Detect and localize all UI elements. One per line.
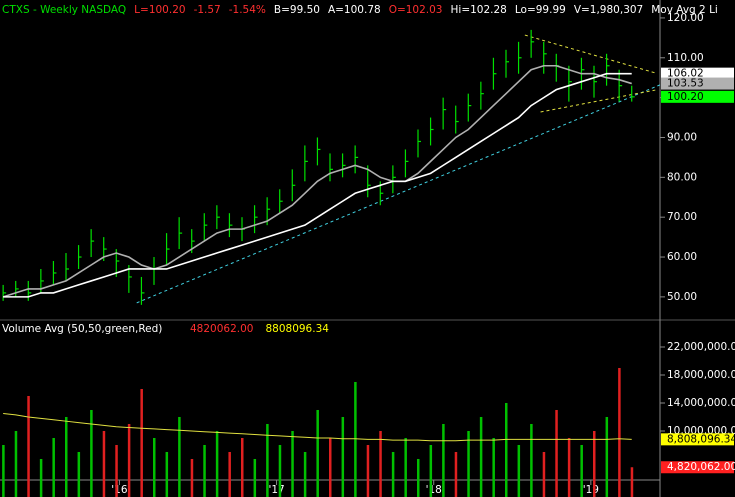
x-tick-label: '16 [111,484,128,496]
trendline [540,89,656,113]
volume-bar [52,437,55,497]
volume-bar [329,437,332,497]
volume-bar [391,451,395,497]
volume-bar [530,423,533,497]
y-tick-label: 70.00 [667,211,697,223]
volume-bar [215,430,219,497]
volume-bar [404,437,407,497]
header-text: Hi=102.28 [451,4,507,16]
volume-bar [241,437,244,497]
volume-bar [228,451,231,497]
header-text: A=100.78 [328,4,381,16]
volume-bar [77,451,81,497]
volume-bar [605,416,609,497]
volume-bar [253,458,257,497]
volume-bar [593,430,596,497]
volume-bar [303,451,307,497]
volume-bar [580,444,583,497]
moving-average [2,64,632,298]
volume-bar [555,409,558,497]
volume-bar [2,444,5,497]
header-text: -1.57 [194,4,221,16]
header-text: V=1,980,307 [574,4,643,16]
volume-bar [467,430,470,497]
volume-bar [14,430,18,497]
volume-bar [90,409,93,497]
price-tag-label: 100.20 [667,91,704,103]
volume-bar [479,416,483,497]
header-text: -1.54% [229,4,266,16]
volume-bar [417,458,420,497]
volume-bar [291,430,294,497]
volume-bar [630,467,634,497]
y-tick-label: 50.00 [667,291,697,303]
volume-bar [354,381,357,497]
volume-bar [517,444,521,497]
moving-average [3,72,632,298]
volume-bar [127,423,131,497]
volume-bar [316,409,319,497]
y-tick-label: 14,000,000.00 [667,397,735,409]
x-tick-label: '18 [426,484,442,496]
volume-bar [39,458,43,497]
volume-legend: 8808096.34 [265,323,329,335]
price-tag [661,433,734,446]
header-text: O=102.03 [389,4,443,16]
volume-bar [278,444,282,497]
volume-average [3,412,632,442]
header-text: B=99.50 [274,4,320,16]
volume-bar [442,423,445,497]
volume-bar [65,416,68,497]
volume-bar [618,367,621,497]
price-tag [661,77,734,90]
volume-bar [505,402,508,497]
volume-bar [492,437,495,497]
volume-bar [203,444,206,497]
price-tag-label: 106.02 [667,68,704,80]
y-tick-label: 110.00 [667,52,704,64]
trendline [524,34,656,74]
y-tick-label: 90.00 [667,131,697,143]
trendline [136,84,661,304]
volume-bar [567,437,571,497]
volume-bar [153,437,156,497]
volume-bar [140,388,143,497]
volume-bar [366,444,370,497]
volume-bar [190,458,194,497]
volume-bar [542,451,546,497]
price-tag [661,67,734,80]
volume-title: Volume Avg (50,50,green,Red) [2,323,162,335]
volume-bar [454,451,458,497]
header-text: Lo=99.99 [515,4,566,16]
y-tick-label: 60.00 [667,251,697,263]
y-tick-label: 22,000,000.00 [667,341,735,353]
price-tag-label: 103.53 [667,78,704,90]
price-tag-label: 4,820,062.00 [667,461,735,473]
volume-bar [102,430,106,497]
volume-bar [165,451,169,497]
x-tick-label: '19 [583,484,599,496]
x-tick-label: '17 [268,484,284,496]
header-text: CTXS - Weekly NASDAQ [2,4,126,16]
volume-bar [379,430,382,497]
volume-bar [27,395,30,497]
y-tick-label: 80.00 [667,171,697,183]
y-tick-label: 120.00 [667,12,704,24]
volume-bar [429,444,433,497]
header-text: Mov Avg 2 Li [651,4,718,16]
price-tag [661,90,734,103]
y-tick-label: 18,000,000.00 [667,369,735,381]
price-tag-label: 8,808,096.34 [667,433,735,445]
volume-legend: 4820062.00 [190,323,253,335]
volume-bar [115,444,118,497]
volume-bar [341,416,345,497]
volume-bar [266,423,269,497]
price-tag [661,461,734,474]
header-text: L=100.20 [134,4,185,16]
volume-bar [178,416,181,497]
